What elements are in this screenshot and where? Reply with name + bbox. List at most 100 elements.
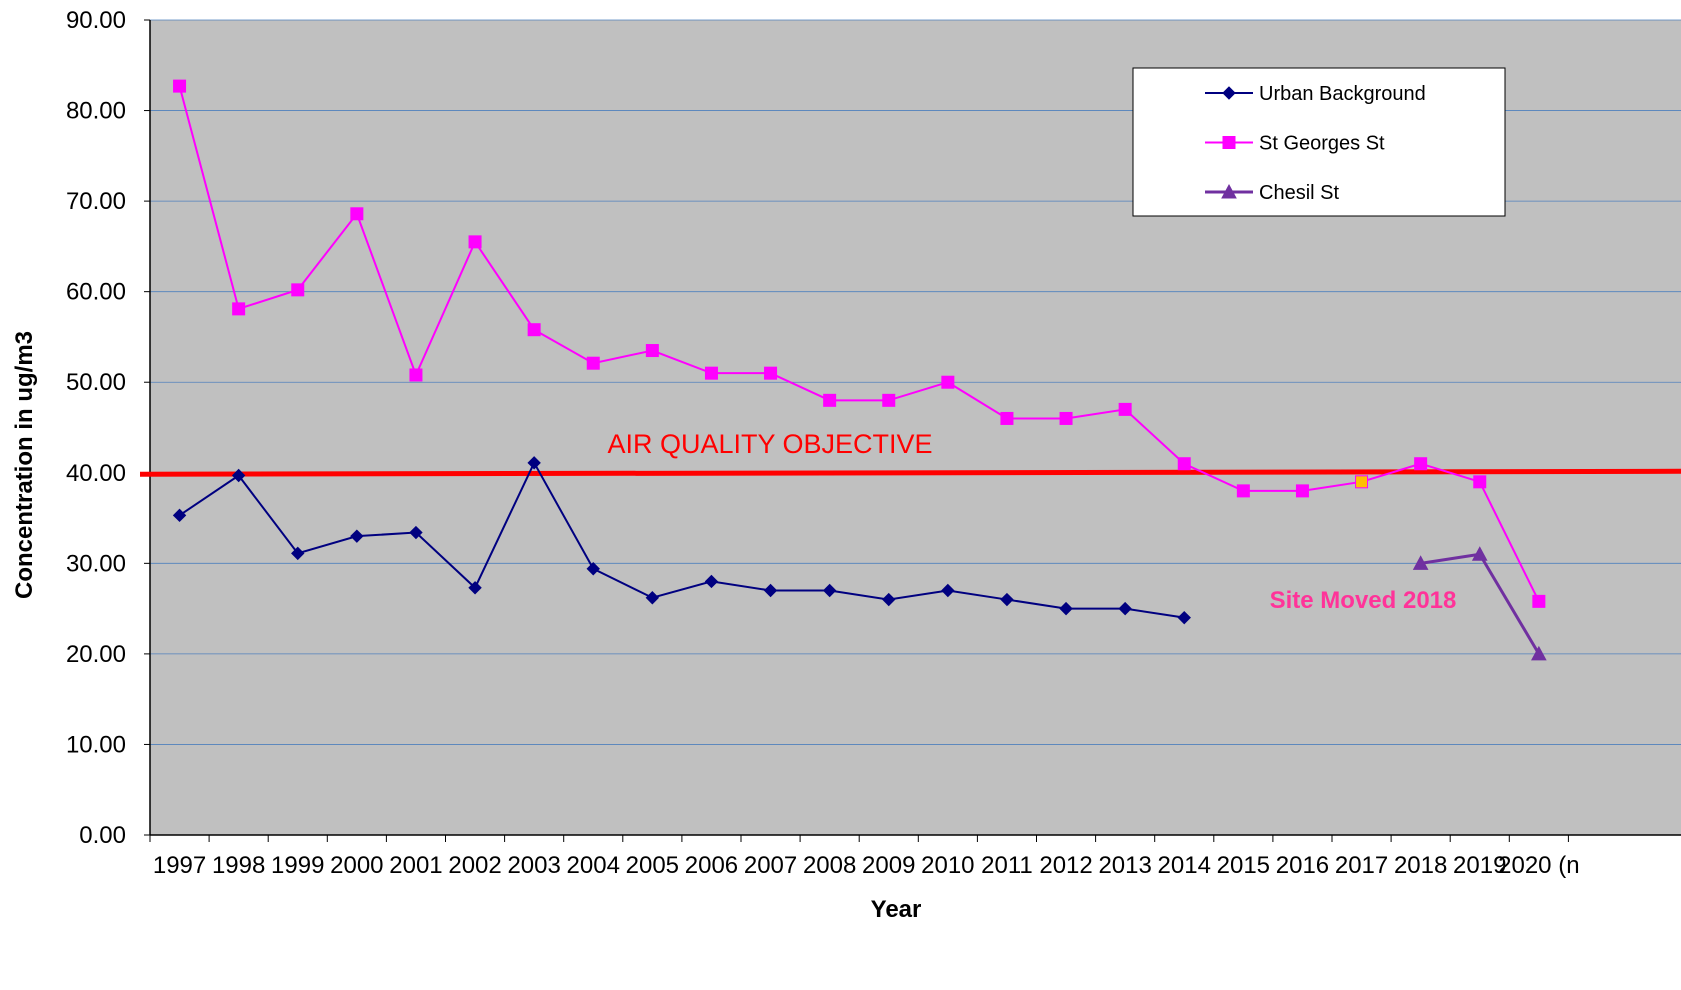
x-tick-label: 2012 [1039, 852, 1092, 879]
legend-swatch-marker [1221, 183, 1237, 199]
series-chesil-st [1412, 546, 1547, 661]
x-tick-label: 2015 [1217, 852, 1270, 879]
series-urban-background [172, 456, 1191, 625]
data-point-st-georges-st [409, 368, 423, 382]
x-tick-label: 1997 [153, 852, 206, 879]
legend-box [1132, 67, 1506, 217]
x-tick-label: 2000 [330, 852, 383, 879]
x-tick-label: 2001 [389, 852, 442, 879]
legend-label: St Georges St [1259, 133, 1385, 155]
legend-item-st-georges-st: St Georges St [1205, 133, 1385, 155]
x-tick-label: 2011 [981, 852, 1033, 879]
legend-item-chesil-st: Chesil St [1205, 182, 1339, 204]
legend-swatch-marker [1222, 86, 1236, 100]
data-point-st-georges-st [882, 393, 896, 407]
data-point-st-georges-st [1532, 594, 1546, 608]
data-point-st-georges-st [1236, 484, 1250, 498]
y-tick-label: 20.00 [66, 641, 126, 668]
data-point-st-georges-st [645, 344, 659, 358]
data-point-st-georges-st [764, 366, 778, 380]
legend: Urban Background St Georges St Chesil St [1132, 67, 1506, 217]
data-point-chesil-st [1412, 555, 1429, 570]
x-tick-label: 2008 [803, 852, 856, 879]
data-point-st-georges-st [823, 393, 837, 407]
data-point-st-georges-st [1473, 475, 1487, 489]
y-tick-label: 90.00 [66, 7, 126, 34]
reference-line-group: AIR QUALITY OBJECTIVE [139, 429, 1681, 477]
x-tick-label: 2014 [1158, 852, 1211, 879]
y-tick-label: 60.00 [66, 279, 126, 306]
x-tick-label: 2013 [1098, 852, 1151, 879]
data-point-urban-background [704, 574, 719, 589]
data-point-st-georges-st [1414, 457, 1428, 471]
data-point-st-georges-st [704, 366, 718, 380]
legend-swatch-marker [1222, 136, 1236, 149]
series-st-georges-st [173, 79, 1546, 608]
x-tick-label: 2006 [685, 852, 738, 879]
data-point-st-georges-st [1000, 411, 1014, 425]
x-tick-label: 2017 [1335, 852, 1388, 879]
data-point-urban-background [763, 583, 778, 598]
data-point-urban-background [941, 583, 955, 598]
data-point-urban-background [1118, 601, 1132, 616]
x-axis-ticks: 1997 1998 1999 2000 2001 2002 2003 2004 2005 2006… [149, 835, 1580, 879]
y-tick-label: 70.00 [66, 188, 126, 215]
x-tick-label: 2020 (n [1498, 852, 1579, 879]
data-point-st-georges-st [232, 302, 246, 316]
x-tick-label: 2010 [921, 852, 974, 879]
air-quality-objective-line [139, 468, 1681, 477]
data-point-st-georges-st [1177, 457, 1191, 471]
data-point-urban-background [231, 468, 246, 483]
data-point-urban-background [291, 546, 305, 561]
data-point-urban-background [527, 456, 541, 470]
data-point-urban-background [882, 592, 896, 607]
data-point-urban-background [645, 591, 660, 605]
data-point-urban-background [172, 508, 187, 523]
y-axis-ticks: 0.00 10.00 20.00 30.00 40.00 50.00 60.00 70.00 8… [66, 7, 150, 849]
data-point-st-georges-st [173, 79, 187, 93]
x-tick-label: 2002 [448, 852, 501, 879]
y-tick-label: 50.00 [66, 369, 126, 396]
y-tick-label: 40.00 [66, 460, 126, 487]
x-tick-label: 2007 [744, 852, 797, 879]
data-point-st-georges-st [586, 356, 600, 370]
x-tick-label: 2003 [507, 852, 560, 879]
data-point-urban-background [1177, 610, 1191, 625]
air-quality-objective-label: AIR QUALITY OBJECTIVE [607, 429, 932, 459]
data-point-urban-background [586, 562, 600, 576]
y-tick-label: 0.00 [79, 822, 126, 849]
data-point-st-georges-st [941, 375, 955, 389]
data-point-st-georges-st [1059, 411, 1073, 425]
y-axis-title: Concentration in ug/m3 [11, 331, 38, 599]
data-point-chesil-st [1531, 645, 1547, 661]
x-tick-label: 2019 [1453, 852, 1506, 879]
data-point-chesil-st [1471, 546, 1488, 561]
data-point-urban-background [1000, 592, 1014, 607]
data-point-st-georges-st [1118, 402, 1132, 416]
y-tick-label: 30.00 [66, 550, 126, 577]
y-tick-label: 80.00 [66, 98, 126, 125]
legend-label: Chesil St [1259, 182, 1339, 204]
x-tick-label: 2004 [567, 852, 620, 879]
x-tick-label: 2016 [1276, 852, 1329, 879]
x-tick-label: 1998 [212, 852, 265, 879]
legend-item-urban-background: Urban Background [1205, 83, 1426, 105]
x-tick-label: 2018 [1394, 852, 1447, 879]
series-line-st-georges-st [178, 85, 1540, 602]
data-point-st-georges-st [291, 283, 305, 297]
data-point-st-georges-st [1355, 475, 1369, 489]
site-moved-annotation: Site Moved 2018 [1270, 587, 1457, 614]
x-tick-label: 1999 [271, 852, 324, 879]
data-point-urban-background [822, 583, 837, 598]
data-point-st-georges-st [1295, 484, 1309, 498]
series-group [172, 79, 1547, 661]
x-tick-label: 2005 [626, 852, 679, 879]
data-point-urban-background [1059, 601, 1073, 616]
series-line-urban-background [178, 460, 1185, 619]
data-point-urban-background [350, 529, 364, 543]
x-axis-title: Year [871, 896, 922, 923]
data-point-st-georges-st [468, 235, 482, 249]
legend-label: Urban Background [1259, 83, 1426, 105]
data-point-st-georges-st [527, 323, 541, 337]
